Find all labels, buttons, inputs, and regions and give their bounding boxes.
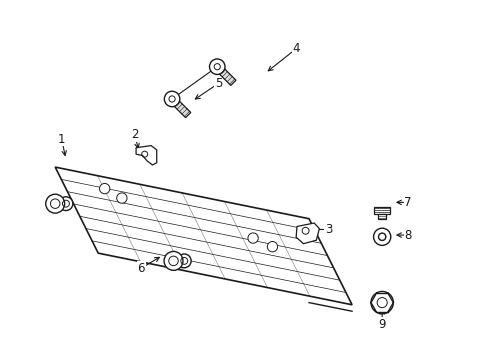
Text: 5: 5 [215,77,222,90]
Circle shape [209,59,224,75]
Text: 7: 7 [404,196,411,209]
Text: 3: 3 [324,223,331,236]
Circle shape [46,194,64,213]
Polygon shape [55,167,351,305]
Circle shape [267,242,277,252]
Circle shape [370,292,392,314]
Circle shape [373,228,390,246]
Circle shape [163,251,183,270]
Polygon shape [218,68,236,85]
Text: 6: 6 [137,262,145,275]
Circle shape [177,254,191,268]
Text: 9: 9 [378,318,385,330]
Text: 4: 4 [292,42,299,55]
Text: 1: 1 [58,132,65,146]
Polygon shape [296,223,319,244]
Text: 8: 8 [404,229,411,242]
Circle shape [117,193,127,203]
Circle shape [99,184,110,194]
Polygon shape [136,145,157,165]
Polygon shape [374,207,389,213]
Circle shape [247,233,258,243]
Polygon shape [173,100,190,118]
Polygon shape [377,213,386,219]
Text: 2: 2 [131,128,138,141]
Circle shape [59,197,73,211]
Circle shape [164,91,180,107]
